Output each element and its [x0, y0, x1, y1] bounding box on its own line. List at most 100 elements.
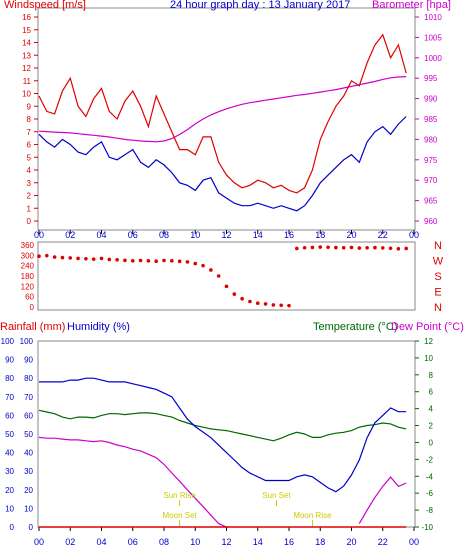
barometer-line [38, 76, 407, 143]
wind-direction-frame [37, 241, 416, 311]
annotation-moon-rise: Moon Rise [293, 511, 332, 520]
temperature-tick-label: 0 [429, 438, 434, 447]
direction-tick-label: 0 [30, 303, 35, 312]
humidity-tick-label: 30 [24, 467, 33, 476]
compass-label: W [433, 256, 444, 268]
annotation-sun-set: Sun Set [262, 491, 291, 500]
compass-label: S [434, 271, 441, 283]
wind-direction-point [224, 284, 229, 289]
rainfall-tick-label: 80 [5, 374, 14, 383]
top-x-tick-label: 22 [378, 230, 388, 240]
bottom-x-tick-label: 08 [159, 537, 169, 547]
windspeed-tick-label: 11 [23, 77, 32, 86]
wind-direction-point [162, 258, 166, 263]
wind-direction-points [37, 245, 408, 308]
wind-direction-point [216, 274, 221, 278]
barometer-ticks: 960 965 970 975 980 985 990 995 1000 1005 1010 [415, 13, 442, 226]
barometer-tick-label: 1005 [424, 33, 442, 42]
barometer-tick-label: 970 [424, 176, 438, 185]
humidity-ticks: 0 0 10 10 20 20 30 30 40 40 50 50 60 60 70 70 80 80 90 90 10… [1, 337, 34, 532]
wind-direction-point [295, 246, 299, 251]
humidity-tick-label: 0 [29, 523, 34, 532]
top-x-tick-label: 10 [190, 230, 200, 240]
bottom-x-tick-label: 20 [346, 537, 356, 547]
wind-direction-point [380, 246, 385, 250]
wind-direction-point [232, 292, 237, 296]
wind-direction-point [146, 259, 151, 263]
windspeed-tick-label: 13 [22, 51, 31, 60]
rainfall-tick-label: 0 [10, 523, 15, 532]
top-x-tick-label: 04 [96, 230, 106, 240]
bottom-x-tick-label: 16 [284, 537, 294, 547]
wind-direction-point [209, 268, 213, 272]
wind-direction-point [271, 303, 276, 307]
top-x-tick-label: 18 [315, 230, 325, 240]
humidity-tick-label: 80 [24, 374, 33, 383]
temperature-tick-label: -4 [426, 472, 434, 481]
wind-direction-point [154, 259, 158, 263]
humidity-tick-label: 100 [20, 337, 34, 346]
wind-direction-point [302, 245, 307, 250]
rainfall-tick-label: 60 [5, 411, 14, 420]
windspeed-tick-label: 9 [27, 102, 32, 111]
humidity-tick-label: 60 [24, 411, 33, 420]
rainfall-tick-label: 20 [5, 486, 14, 495]
rainfall-tick-label: 50 [5, 430, 14, 439]
wind-direction-point [396, 246, 401, 251]
bottom-x-tick-label: 18 [315, 537, 325, 547]
wind-direction-point [334, 245, 338, 250]
wind-direction-point [60, 255, 65, 260]
wind-direction-point [185, 260, 190, 264]
wind-direction-point [201, 263, 205, 268]
bottom-x-tick-label: 22 [378, 537, 388, 547]
barometer-tick-label: 995 [424, 74, 438, 83]
windspeed-tick-label: 1 [27, 204, 32, 213]
wind-direction-point [310, 245, 315, 250]
temperature-tick-label: 6 [429, 388, 434, 397]
wind-direction-point [318, 245, 323, 249]
humidity-tick-label: 40 [24, 449, 33, 458]
wind-direction-point [373, 245, 377, 250]
top-x-axis-ticks: 00 02 04 06 08 10 12 14 16 18 20 22 00 [34, 230, 419, 240]
direction-tick-label: 180 [21, 272, 35, 281]
annotation-sun-rise: Sun Rise [163, 491, 196, 500]
bottom-x-tick-label: 14 [253, 537, 263, 547]
wind-direction-point [365, 245, 369, 250]
direction-tick-label: 300 [21, 251, 35, 260]
top-panel-frame [37, 7, 416, 231]
temperature-tick-label: 2 [429, 422, 434, 431]
bottom-x-tick-label: 10 [190, 537, 200, 547]
wind-direction-point [76, 256, 80, 261]
bottom-x-tick-label: 06 [128, 537, 138, 547]
wind-direction-point [349, 245, 354, 250]
temperature-tick-label: -6 [426, 489, 434, 498]
barometer-tick-label: 960 [424, 217, 438, 226]
humidity-tick-label: 90 [24, 356, 33, 365]
wind-direction-point [404, 246, 408, 251]
wind-direction-point [68, 256, 73, 260]
temperature-tick-label: 4 [429, 405, 434, 414]
windspeed-tick-label: 10 [22, 90, 31, 99]
temperature-tick-label: -8 [426, 506, 434, 515]
windspeed-tick-label: 7 [27, 128, 32, 137]
temperature-tick-label: 12 [424, 337, 433, 346]
wind-direction-point [107, 257, 112, 262]
dewpoint-axis-label: Dew Point (°C) [391, 321, 464, 333]
windspeed-tick-label: 14 [22, 39, 31, 48]
top-x-tick-label: 12 [221, 230, 231, 240]
wind-direction-point [279, 303, 283, 308]
windspeed-tick-label: 12 [22, 64, 31, 73]
wind-direction-point [341, 245, 346, 250]
wind-gust-line [38, 33, 407, 194]
temperature-tick-label: 10 [424, 354, 433, 363]
wind-direction-point [138, 258, 143, 263]
rainfall-axis-label: Rainfall (mm) [0, 321, 65, 333]
bottom-x-axis-ticks: 00 02 04 06 08 10 12 14 16 18 20 22 00 [34, 527, 419, 547]
wind-direction-point [326, 245, 330, 250]
wind-direction-point [99, 256, 104, 261]
wind-direction-point [130, 259, 135, 263]
windspeed-tick-label: 3 [27, 179, 32, 188]
direction-tick-label: 240 [21, 262, 35, 271]
humidity-tick-label: 50 [24, 430, 33, 439]
